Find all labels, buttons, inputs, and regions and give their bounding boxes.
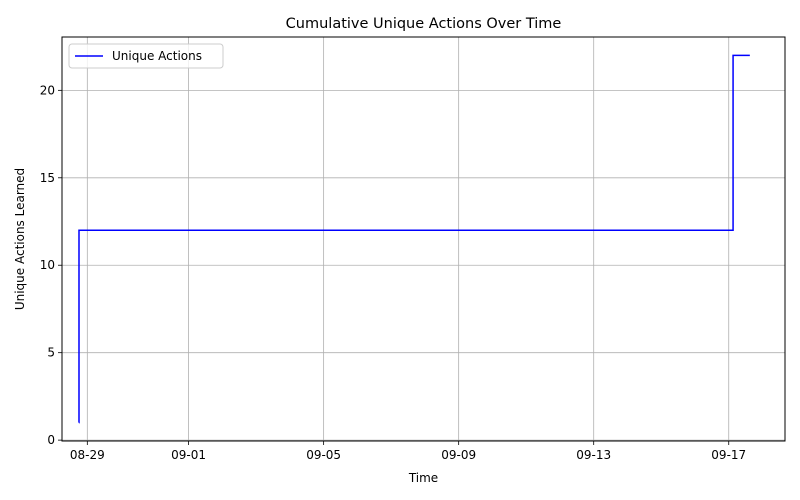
series-layer bbox=[78, 54, 750, 424]
y-tick-label: 15 bbox=[40, 171, 55, 185]
x-tick-label: 09-13 bbox=[576, 448, 611, 462]
x-tick-label: 09-01 bbox=[171, 448, 206, 462]
y-tick-label: 20 bbox=[40, 83, 55, 97]
x-axis-label: Time bbox=[408, 471, 438, 485]
legend: Unique Actions bbox=[68, 43, 224, 69]
y-tick-label: 10 bbox=[40, 258, 55, 272]
legend-box bbox=[68, 43, 224, 69]
y-axis: 0 5 10 15 20 bbox=[40, 83, 62, 447]
plot-frame bbox=[61, 36, 786, 442]
y-axis-label: Unique Actions Learned bbox=[13, 168, 27, 310]
x-tick-label: 09-17 bbox=[711, 448, 746, 462]
x-tick-label: 08-29 bbox=[70, 448, 105, 462]
y-tick-label: 5 bbox=[47, 346, 55, 360]
series-line-unique-actions bbox=[78, 54, 750, 424]
x-tick-label: 09-05 bbox=[306, 448, 341, 462]
x-tick-label: 09-09 bbox=[441, 448, 476, 462]
y-tick-label: 0 bbox=[47, 433, 55, 447]
grid bbox=[62, 37, 785, 441]
x-axis: 08-29 09-01 09-05 09-09 09-13 09-17 bbox=[70, 441, 746, 462]
legend-label: Unique Actions bbox=[112, 49, 202, 63]
chart-title: Cumulative Unique Actions Over Time bbox=[286, 16, 562, 32]
